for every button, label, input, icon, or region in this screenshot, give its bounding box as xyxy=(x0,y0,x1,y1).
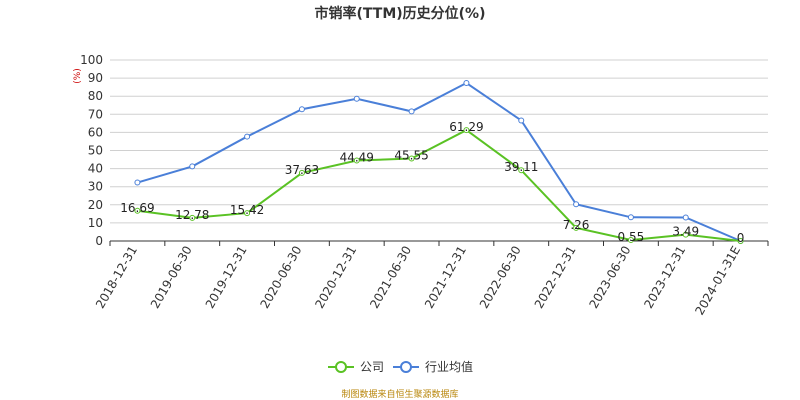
company-data-label: 39.11 xyxy=(504,160,538,174)
industry-point xyxy=(573,201,580,208)
x-tick-label: 2021-12-31 xyxy=(422,243,469,310)
company-point xyxy=(627,237,634,244)
company-point xyxy=(518,167,525,174)
industry-point xyxy=(298,106,305,113)
chart-title: 市销率(TTM)历史分位(%) xyxy=(315,5,486,22)
legend-marker-company xyxy=(335,361,347,373)
industry-point xyxy=(134,179,141,186)
x-tick-label: 2023-06-30 xyxy=(587,244,634,311)
y-tick-label: 50 xyxy=(88,144,103,158)
company-point xyxy=(573,224,580,231)
company-data-label: 3.49 xyxy=(672,225,699,239)
legend-marker-industry xyxy=(400,361,412,373)
company-data-label: 0 xyxy=(737,231,745,245)
y-unit-label: (%) xyxy=(73,68,83,84)
company-point xyxy=(737,238,744,244)
x-tick-label: 2019-12-31 xyxy=(203,243,250,310)
y-tick-label: 100 xyxy=(80,53,103,67)
industry-point xyxy=(189,163,196,170)
legend-label-company: 公司 xyxy=(360,360,384,374)
y-tick-label: 60 xyxy=(88,125,103,139)
company-point xyxy=(244,210,251,217)
x-tick-label: 2020-06-30 xyxy=(258,244,305,311)
company-point xyxy=(134,207,141,214)
industry-point xyxy=(463,79,470,86)
company-data-label: 12.78 xyxy=(175,208,209,222)
data-labels: 16.69 12.78 15.42 37.63 44.49 45.55 61.29 39.11… xyxy=(120,120,744,245)
legend-item-industry[interactable]: 行业均值 xyxy=(393,359,473,374)
series-line-industry xyxy=(137,81,741,242)
legend-label-industry: 行业均值 xyxy=(425,359,473,374)
industry-point xyxy=(627,214,634,221)
company-data-label: 37.63 xyxy=(285,163,319,177)
company-data-label: 61.29 xyxy=(449,120,483,134)
industry-point xyxy=(682,214,689,221)
x-tick-label: 2024-01-31E xyxy=(692,244,743,318)
company-point xyxy=(463,127,470,134)
legend-item-company[interactable]: 公司 xyxy=(328,360,384,374)
y-tick-label: 90 xyxy=(88,71,103,85)
x-tick-label: 2020-12-31 xyxy=(312,244,359,311)
y-tick-label: 20 xyxy=(88,198,103,212)
y-tick-label: 80 xyxy=(88,89,103,103)
series-line-company xyxy=(137,128,741,242)
x-tick-label: 2019-06-30 xyxy=(148,244,195,311)
company-data-label: 15.42 xyxy=(230,203,264,217)
x-tick-label: 2021-06-30 xyxy=(367,244,414,311)
x-tick-label: 2022-06-30 xyxy=(477,244,524,311)
y-tick-label: 70 xyxy=(88,107,103,121)
industry-point xyxy=(353,95,360,102)
y-tick-label: 30 xyxy=(88,180,103,194)
company-point xyxy=(682,231,689,238)
x-tick-label: 2022-12-31 xyxy=(532,244,579,311)
series-layer xyxy=(134,79,744,244)
company-data-label: 0.55 xyxy=(618,230,645,244)
source-note: 制图数据来自恒生聚源数据库 xyxy=(341,388,458,400)
company-point xyxy=(353,157,360,164)
y-tick-label: 40 xyxy=(88,162,103,176)
x-tick-label: 2023-12-31 xyxy=(641,244,688,311)
y-tick-label: 10 xyxy=(88,216,103,230)
company-point xyxy=(298,169,305,176)
legend[interactable]: 公司 行业均值 xyxy=(328,359,473,374)
industry-point xyxy=(518,117,525,124)
industry-point xyxy=(408,108,415,115)
company-point xyxy=(189,214,196,221)
company-data-label: 7.26 xyxy=(563,218,590,232)
y-tick-label: 0 xyxy=(95,234,103,248)
industry-point xyxy=(244,133,251,140)
company-point xyxy=(408,155,415,162)
axes: 0 10 20 30 40 50 60 70 80 90 100 2018-12-31 2019-06-… xyxy=(80,53,769,318)
company-data-label: 45.55 xyxy=(394,149,428,163)
company-data-label: 16.69 xyxy=(120,201,154,215)
company-data-label: 44.49 xyxy=(340,150,374,164)
x-tick-label: 2018-12-31 xyxy=(93,244,140,311)
